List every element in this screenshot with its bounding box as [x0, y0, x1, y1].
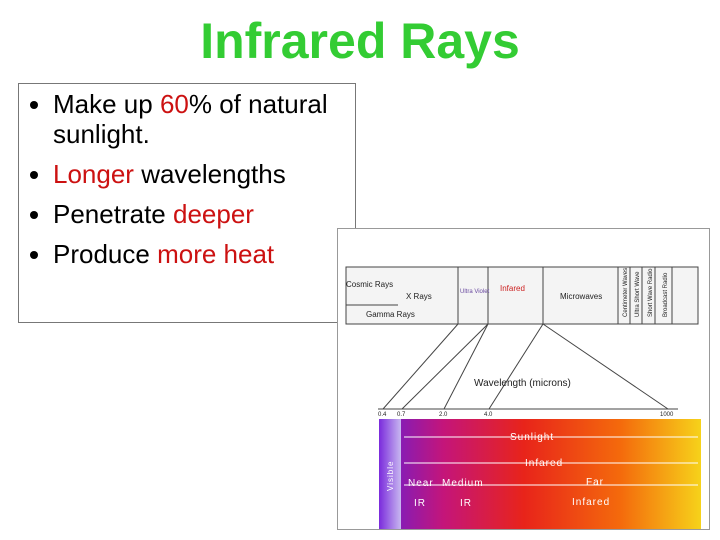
spectrum-figure: Cosmic Rays X Rays Gamma Rays Ultra Viol… — [337, 228, 710, 530]
label: Centimeter Waves — [623, 268, 629, 317]
label: X Rays — [406, 292, 432, 301]
bullet-text: Longer — [53, 158, 134, 189]
label: Infared — [525, 458, 563, 469]
scale-label: 2.0 — [439, 412, 448, 418]
spectrum-band — [345, 266, 699, 410]
bullet: Longer wavelengths — [53, 158, 355, 190]
band-arrows — [404, 436, 698, 486]
slide-title: Infrared Rays — [200, 13, 520, 69]
label: Ultra Short Wave — [635, 271, 641, 317]
label: Gamma Rays — [366, 310, 415, 319]
scale-label: 1000 — [660, 412, 674, 418]
label: Ultra Violet — [460, 289, 490, 295]
bullet-text: % of natural sunlight. — [53, 89, 328, 149]
label: IR — [460, 498, 472, 509]
bullet-text: Penetrate — [53, 198, 173, 229]
bullet-list: Make up 60% of natural sunlight. Longer w… — [19, 84, 355, 269]
bullet-box: Make up 60% of natural sunlight. Longer w… — [18, 83, 356, 323]
visible-strip — [379, 419, 401, 529]
label: Near — [408, 478, 434, 489]
label: Visible — [386, 461, 395, 491]
label: Far — [586, 477, 604, 488]
label: Infared — [500, 284, 525, 293]
bullet-text: 60 — [159, 89, 189, 119]
bullet-text: more heat — [157, 238, 275, 269]
bullet: Penetrate deeper — [53, 198, 355, 230]
label: Sunlight — [510, 432, 554, 443]
bullet-text: Make up — [53, 89, 160, 119]
bullet-text: deeper — [172, 198, 254, 229]
bullet: Produce more heat — [53, 238, 355, 270]
scale-label: 0.4 — [378, 412, 387, 418]
label: IR — [414, 498, 426, 509]
label: Short Wave Radio — [648, 268, 654, 317]
axis-label: Wavelength (microns) — [474, 378, 571, 389]
label: Medium — [442, 478, 484, 489]
scale-label: 4.0 — [484, 412, 493, 418]
label: Broadcast Radio — [663, 272, 669, 317]
bullet-text: Produce — [53, 238, 158, 269]
spectrum-diagram: Cosmic Rays X Rays Gamma Rays Ultra Viol… — [345, 266, 701, 529]
label: Infared — [572, 497, 610, 508]
label: Cosmic Rays — [346, 280, 393, 289]
bullet: Make up 60% of natural sunlight. — [53, 89, 355, 150]
bullet-text: wavelengths — [133, 158, 286, 189]
scale-label: 0.7 — [397, 412, 406, 418]
label: Microwaves — [560, 292, 602, 301]
